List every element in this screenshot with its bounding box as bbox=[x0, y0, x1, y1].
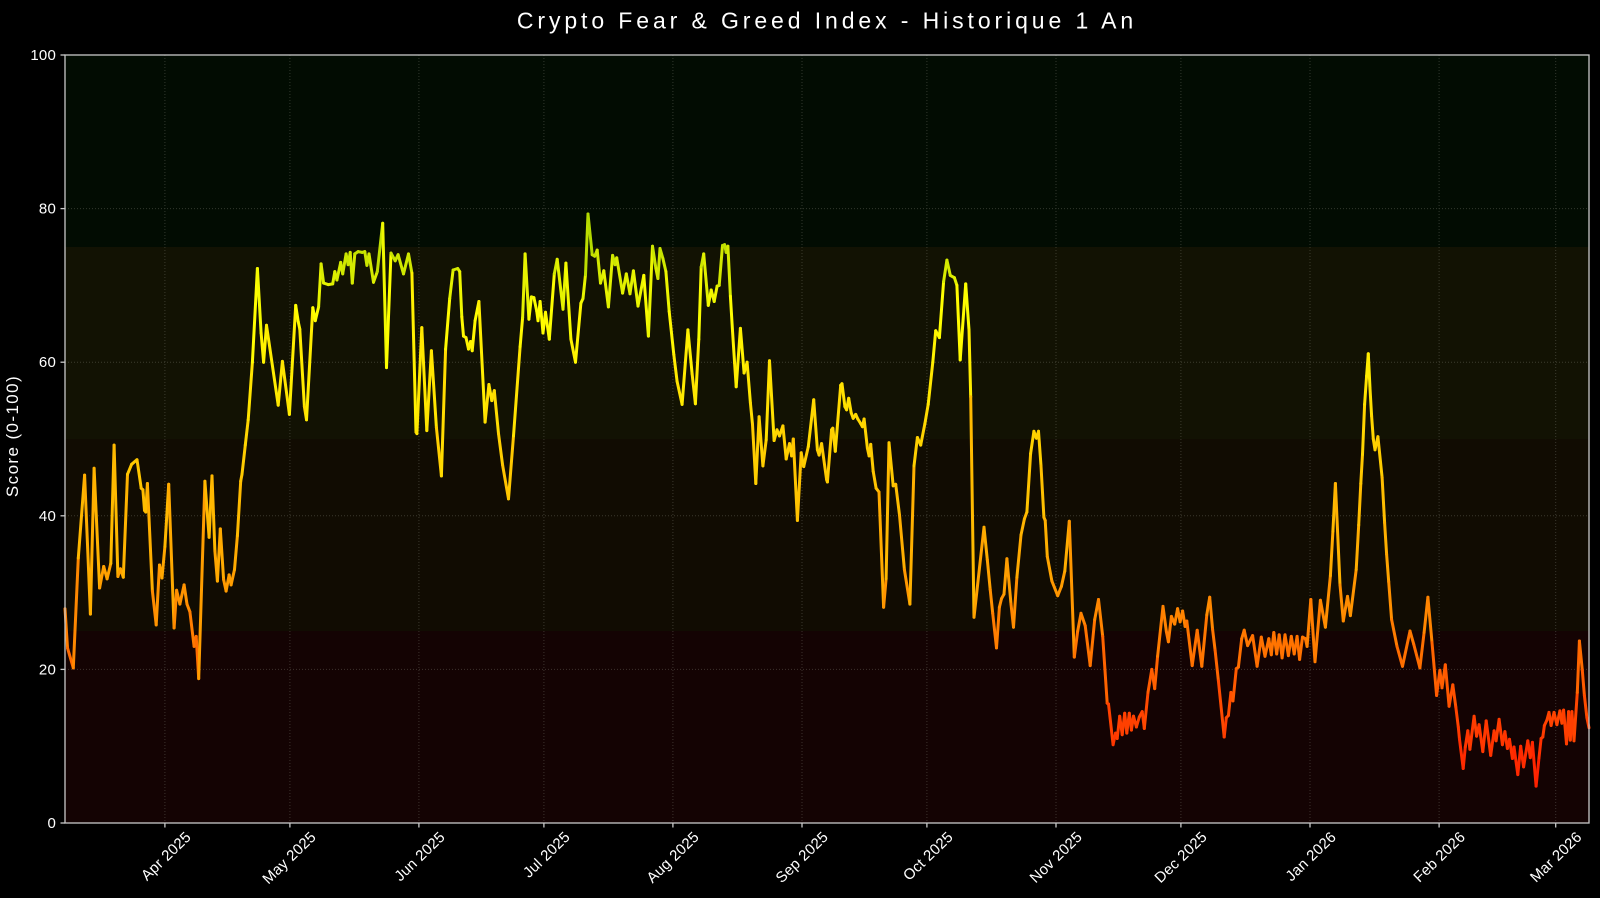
svg-text:100: 100 bbox=[30, 47, 56, 64]
svg-text:20: 20 bbox=[39, 661, 56, 678]
svg-text:60: 60 bbox=[39, 354, 56, 371]
svg-text:80: 80 bbox=[39, 201, 56, 218]
svg-text:40: 40 bbox=[39, 508, 56, 525]
svg-text:0: 0 bbox=[47, 815, 56, 832]
svg-text:Crypto Fear & Greed Index - Hi: Crypto Fear & Greed Index - Historique 1… bbox=[517, 8, 1137, 34]
svg-text:Score (0-100): Score (0-100) bbox=[3, 375, 22, 497]
